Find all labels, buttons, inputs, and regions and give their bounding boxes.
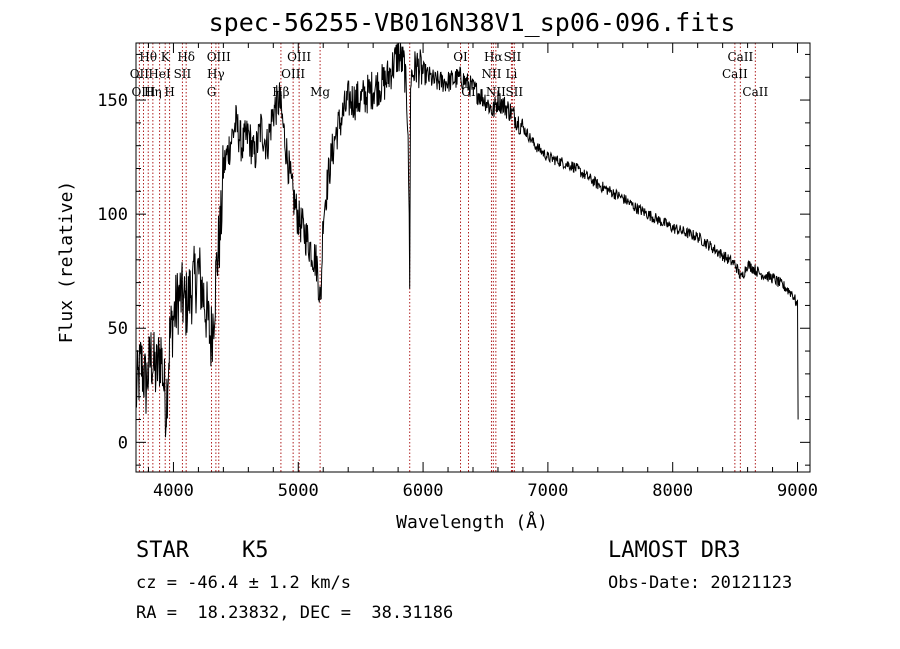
- survey-name: LAMOST DR3: [608, 538, 741, 563]
- x-tick-label: 4000: [153, 481, 194, 501]
- x-tick-label: 8000: [652, 481, 693, 501]
- x-axis-label: Wavelength (Å): [396, 511, 548, 533]
- spectral-line-label: OIII: [131, 85, 155, 99]
- spectral-line-label: Hθ: [139, 50, 157, 64]
- spectrum-line: [135, 42, 799, 438]
- y-tick-label: 0: [118, 433, 128, 453]
- spectral-line-label: CaII: [722, 67, 748, 81]
- plot-frame: [135, 42, 811, 473]
- object-class: STAR: [136, 538, 189, 563]
- spectral-line-label: CaII: [727, 50, 753, 64]
- spectral-line-label: Hα: [484, 50, 503, 64]
- y-tick-label: 100: [97, 205, 128, 225]
- spectral-line-label: Hδ: [177, 50, 195, 64]
- spectral-line-label: H: [164, 85, 174, 99]
- y-axis-label: Flux (relative): [56, 181, 77, 344]
- x-tick-label: 6000: [403, 481, 444, 501]
- ra-dec: RA = 18.23832, DEC = 38.31186: [136, 603, 454, 623]
- spectral-line-label: HeI: [148, 67, 171, 81]
- spectral-line-label: NII: [486, 85, 506, 99]
- line-labels-layer: HθOIIOIIIHηHeIKHSIIHδGHγOIIIHβOIIIOIIIMg…: [130, 50, 769, 99]
- spectral-line-label: Hγ: [207, 67, 225, 81]
- spectrum-series-layer: [135, 42, 799, 438]
- spectral-line-label: Hη: [144, 85, 162, 99]
- spectral-line-label: G: [207, 85, 217, 99]
- x-tick-label: 5000: [278, 481, 319, 501]
- x-tick-label: 7000: [527, 481, 568, 501]
- spectral-line-label: OIII: [281, 67, 305, 81]
- spectral-line-label: OI: [461, 85, 476, 99]
- y-tick-label: 150: [97, 91, 128, 111]
- spectral-line-label: K: [161, 50, 171, 64]
- spectral-line-label: OIII: [287, 50, 311, 64]
- observation-date: Obs-Date: 20121123: [608, 573, 793, 593]
- spectral-line-label: SII: [174, 67, 192, 81]
- spectral-lines-layer: [138, 43, 756, 472]
- x-tick-label: 9000: [777, 481, 818, 501]
- object-subclass: K5: [242, 538, 269, 563]
- chart-title: spec-56255-VB016N38V1_sp06-096.fits: [208, 8, 736, 37]
- spectral-line-label: SII: [504, 50, 522, 64]
- spectral-line-label: NII: [481, 67, 501, 81]
- spectral-line-label: Hβ: [272, 85, 289, 99]
- axis-ticks-layer: 4000 5000 6000 7000 8000 9000 0 50 100 150: [97, 43, 818, 501]
- y-tick-label: 50: [108, 319, 128, 339]
- spectral-line-label: SII: [505, 85, 523, 99]
- spectral-line-label: Li: [506, 67, 518, 81]
- redshift-cz: cz = -46.4 ± 1.2 km/s: [136, 573, 351, 593]
- spectral-line-label: OII: [130, 67, 150, 81]
- spectral-line-label: CaII: [742, 85, 768, 99]
- spectral-line-label: OI: [453, 50, 468, 64]
- spectral-line-label: OIII: [207, 50, 231, 64]
- spectral-line-label: Mg: [310, 85, 330, 99]
